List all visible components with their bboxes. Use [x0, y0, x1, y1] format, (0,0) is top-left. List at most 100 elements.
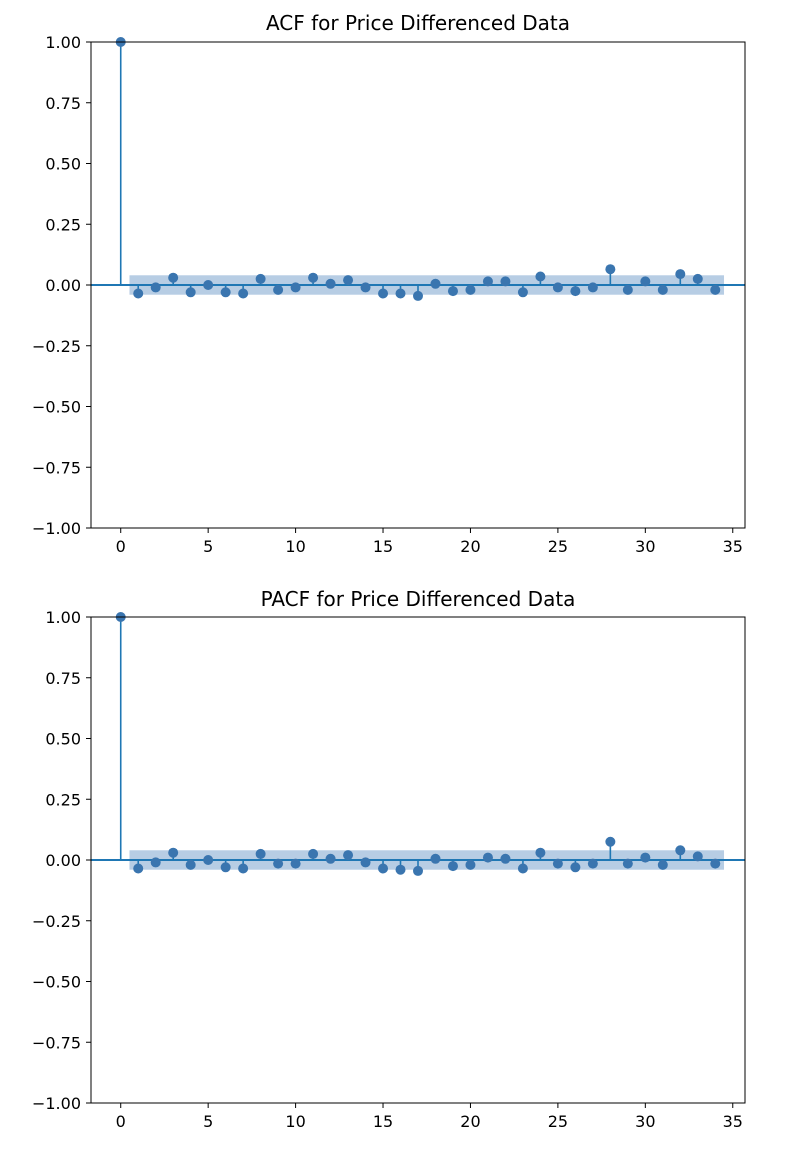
stem-marker-lag-16	[395, 288, 406, 299]
stem-marker-lag-27	[587, 282, 598, 293]
stem-marker-lag-8	[255, 273, 266, 284]
stem-marker-lag-24	[535, 847, 546, 858]
y-tick-label: 0.25	[45, 215, 81, 234]
y-tick-label: 0.50	[45, 730, 81, 749]
stem-marker-lag-3	[168, 272, 179, 283]
y-tick-label: −0.25	[32, 337, 81, 356]
x-tick-label: 30	[635, 1112, 655, 1131]
y-tick-label: −0.50	[32, 973, 81, 992]
y-tick-label: 0.50	[45, 155, 81, 174]
stem-marker-lag-2	[150, 857, 161, 868]
stem-marker-lag-17	[413, 290, 423, 301]
stem-marker-lag-23	[517, 287, 528, 298]
stem-marker-lag-31	[657, 284, 668, 295]
x-tick-label: 20	[460, 1112, 480, 1131]
stem-marker-lag-6	[220, 287, 231, 298]
stem-marker-lag-22	[500, 853, 511, 864]
y-tick-label: −0.75	[32, 1033, 81, 1052]
x-tick-label: 5	[203, 1112, 213, 1131]
stem-marker-lag-19	[447, 861, 458, 872]
stem-marker-lag-18	[430, 853, 441, 864]
stem-marker-lag-29	[622, 284, 633, 295]
stem-marker-lag-33	[692, 851, 703, 862]
y-tick-label: −0.50	[32, 398, 81, 417]
stem-marker-lag-10	[290, 858, 301, 869]
chart-panel-2: PACF for Price Differenced Data 1.00 0.75 0…	[32, 587, 746, 1131]
stem-marker-lag-30	[640, 852, 651, 863]
y-tick-label: −1.00	[32, 1094, 81, 1113]
stem-marker-lag-30	[640, 276, 651, 287]
stem-marker-lag-9	[273, 858, 284, 869]
stem-marker-lag-32	[675, 845, 686, 856]
x-tick-label: 10	[285, 1112, 305, 1131]
stem-marker-lag-12	[325, 853, 336, 864]
stem-marker-lag-26	[570, 286, 581, 297]
stem-marker-lag-14	[360, 282, 371, 293]
x-tick-label: 10	[285, 537, 305, 556]
stem-marker-lag-1	[133, 863, 144, 874]
stem-marker-lag-24	[535, 271, 546, 282]
stem-marker-lag-3	[168, 847, 179, 858]
stem-marker-lag-11	[308, 848, 319, 859]
stem-marker-lag-26	[570, 862, 581, 873]
y-tick-label: 0.75	[45, 669, 81, 688]
stem-marker-lag-7	[238, 863, 249, 874]
stem-marker-lag-25	[552, 858, 563, 869]
y-tick-label: 1.00	[45, 33, 81, 52]
x-tick-label: 35	[723, 1112, 743, 1131]
stem-marker-lag-25	[552, 282, 563, 293]
chart-title: ACF for Price Differenced Data	[266, 11, 570, 35]
chart-panel-1: ACF for Price Differenced Data 1.00 0.75 0.…	[32, 11, 746, 556]
stem-marker-lag-28	[605, 264, 616, 275]
chart-title: PACF for Price Differenced Data	[261, 587, 576, 611]
stem-marker-lag-10	[290, 282, 301, 293]
stem-marker-lag-27	[587, 858, 598, 869]
stem-marker-lag-15	[378, 288, 389, 299]
stem-marker-lag-7	[238, 288, 249, 299]
stem-marker-lag-34	[710, 858, 721, 869]
x-tick-label: 25	[548, 1112, 568, 1131]
stem-marker-lag-21	[482, 852, 493, 863]
x-tick-label: 25	[548, 537, 568, 556]
stem-marker-lag-20	[465, 859, 476, 870]
stem-marker-lag-18	[430, 278, 441, 289]
y-tick-label: −1.00	[32, 519, 81, 538]
stem-marker-lag-8	[255, 848, 266, 859]
stem-marker-lag-5	[203, 280, 214, 290]
stem-marker-lag-6	[220, 862, 231, 873]
stem-marker-lag-15	[378, 863, 389, 874]
stem-marker-lag-22	[500, 276, 511, 287]
y-tick-label: 1.00	[45, 608, 81, 627]
stem-marker-lag-32	[675, 269, 686, 280]
stem-marker-lag-2	[150, 282, 161, 293]
y-tick-label: −0.25	[32, 912, 81, 931]
y-tick-label: 0.75	[45, 94, 81, 113]
stem-marker-lag-29	[622, 858, 633, 869]
stem-marker-lag-4	[185, 859, 196, 870]
x-tick-label: 5	[203, 537, 213, 556]
x-tick-label: 20	[460, 537, 480, 556]
stem-marker-lag-16	[395, 864, 406, 875]
x-tick-label: 15	[373, 1112, 393, 1131]
stem-marker-lag-14	[360, 857, 371, 868]
stem-marker-lag-34	[710, 284, 721, 295]
stem-marker-lag-5	[203, 855, 214, 865]
stem-marker-lag-13	[343, 850, 354, 861]
stem-marker-lag-9	[273, 284, 284, 295]
stem-marker-lag-33	[692, 273, 703, 284]
stem-marker-lag-1	[133, 288, 144, 299]
x-tick-label: 0	[116, 1112, 126, 1131]
x-tick-label: 15	[373, 537, 393, 556]
stem-marker-lag-13	[343, 275, 354, 286]
y-tick-label: 0.00	[45, 276, 81, 295]
stem-marker-lag-28	[605, 836, 616, 847]
stem-marker-lag-20	[465, 284, 476, 295]
stem-marker-lag-17	[413, 865, 423, 876]
stem-marker-lag-21	[482, 276, 493, 287]
x-tick-label: 0	[116, 537, 126, 556]
stem-marker-lag-12	[325, 278, 336, 289]
y-tick-label: 0.00	[45, 851, 81, 870]
x-tick-label: 35	[723, 537, 743, 556]
stem-marker-lag-11	[308, 272, 319, 283]
